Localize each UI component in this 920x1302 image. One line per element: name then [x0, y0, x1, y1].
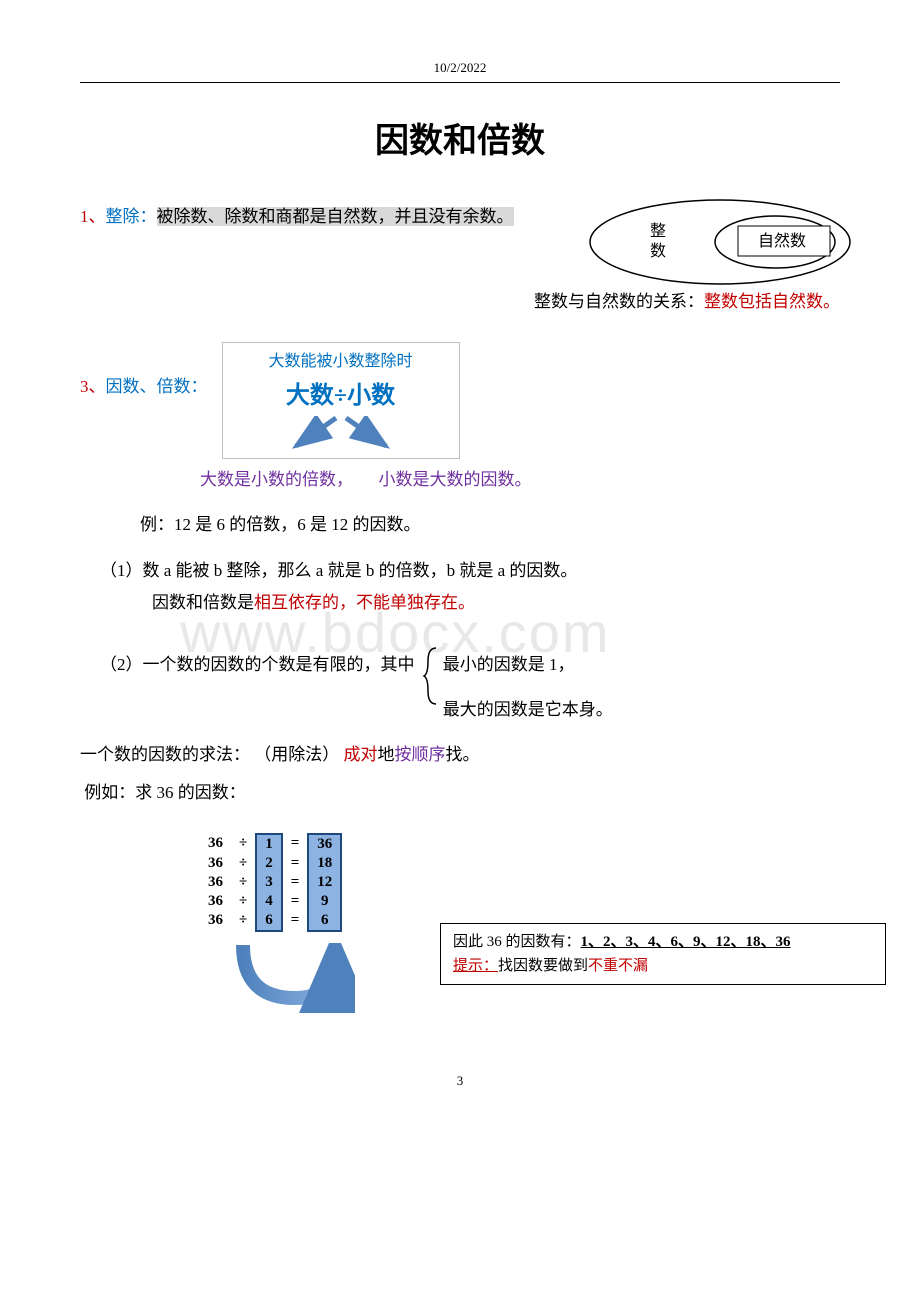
table-row: 36÷3=12: [200, 873, 341, 892]
para2-b1: 最小的因数是 1，: [443, 655, 575, 674]
example-12-6: 例：12 是 6 的倍数，6 是 12 的因数。: [80, 510, 840, 535]
sec3-label: 因数、倍数：: [106, 377, 208, 396]
para-1: （1）数 a 能被 b 整除，那么 a 就是 b 的倍数，b 就是 a 的因数。…: [80, 555, 840, 620]
split-arrows-icon: [241, 416, 441, 452]
relation-prefix: 整数与自然数的关系：: [534, 292, 704, 311]
diagram-left-text: 大数是小数的倍数，: [200, 470, 353, 489]
para2-b2: 最大的因数是它本身。: [443, 700, 613, 719]
svg-text:数: 数: [650, 242, 666, 260]
table-row: 36÷2=18: [200, 854, 341, 873]
para-2: （2）一个数的因数的个数是有限的，其中 最小的因数是 1， 最大的因数是它本身。: [80, 650, 840, 720]
section-3: 3、因数、倍数： 大数能被小数整除时 大数÷小数 大数是小数的倍数，: [80, 342, 840, 490]
division-diagram: 大数能被小数整除时 大数÷小数: [222, 342, 460, 459]
venn-inner-label: 自然数: [758, 232, 806, 250]
section-1: 1、整除：被除数、除数和商都是自然数，并且没有余数。 整 数 自然数: [80, 202, 840, 227]
table-row: 36÷6=6: [200, 911, 341, 931]
page-number: 3: [80, 1073, 840, 1089]
method-e: 按顺序: [395, 745, 446, 764]
diagram-top: 大数能被小数整除时: [241, 347, 441, 371]
method-f: 找。: [446, 745, 480, 764]
venn-outer-label: 整: [650, 222, 666, 240]
method-a: 一个数的因数的求法：: [80, 745, 250, 764]
relation-text: 整数包括自然数。: [704, 292, 840, 311]
para2-lead: （2）一个数的因数的个数是有限的，其中: [100, 655, 415, 674]
sec1-label: 整除：: [106, 207, 157, 226]
calc-table: 36÷1=36 36÷2=18 36÷3=12 36÷4=9 36÷6=6: [200, 833, 342, 932]
venn-diagram: 整 数 自然数: [580, 192, 860, 292]
method-line: 一个数的因数的求法： （用除法） 成对地按顺序找。: [80, 740, 840, 765]
calc-area: 36÷1=36 36÷2=18 36÷3=12 36÷4=9 36÷6=6 因此…: [80, 833, 840, 1013]
method-d: 地: [378, 745, 395, 764]
table-row: 36÷1=36: [200, 834, 341, 854]
sec3-num: 3、: [80, 377, 106, 396]
header-rule: [80, 82, 840, 83]
sec1-num: 1、: [80, 207, 106, 226]
result-l1b: 1、2、3、4、6、9、12、18、36: [581, 934, 791, 950]
para1-line2a: 因数和倍数是: [152, 593, 254, 612]
sec1-def: 被除数、除数和商都是自然数，并且没有余数。: [157, 207, 514, 226]
para1-line2b: 相互依存的，不能单独存在。: [254, 593, 475, 612]
result-l2c: 不重不漏: [588, 958, 648, 974]
result-l2b: 找因数要做到: [498, 958, 588, 974]
page-title: 因数和倍数: [80, 113, 840, 162]
table-row: 36÷4=9: [200, 892, 341, 911]
diagram-mid: 大数÷小数: [241, 375, 441, 410]
curve-arrow-icon: [235, 943, 355, 1013]
header-date: 10/2/2022: [80, 60, 840, 76]
example-36: 例如：求 36 的因数：: [80, 777, 840, 809]
method-c: 成对: [344, 745, 378, 764]
result-l2a: 提示：: [453, 958, 498, 974]
para1-line1: （1）数 a 能被 b 整除，那么 a 就是 b 的倍数，b 就是 a 的因数。: [100, 555, 840, 587]
result-box: 因此 36 的因数有：1、2、3、4、6、9、12、18、36 提示：找因数要做…: [440, 923, 886, 985]
method-b: （用除法）: [254, 745, 339, 764]
result-l1a: 因此 36 的因数有：: [453, 934, 581, 950]
brace-icon: [422, 646, 442, 706]
diagram-right-text: 小数是大数的因数。: [379, 470, 532, 489]
